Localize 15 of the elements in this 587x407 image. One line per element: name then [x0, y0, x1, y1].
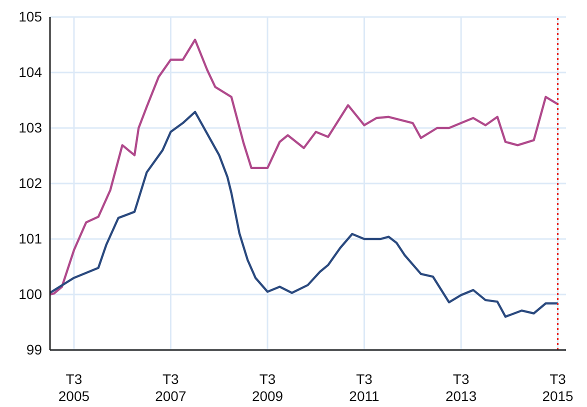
y-tick-label: 104 — [18, 64, 42, 80]
y-tick-label: 102 — [18, 174, 42, 191]
y-tick-label: 105 — [18, 8, 42, 24]
x-tick-label: T3 2011 — [349, 371, 380, 404]
y-tick-label: 100 — [18, 286, 42, 302]
y-tick-label: 101 — [18, 230, 42, 246]
y-tick-label: 99 — [26, 341, 42, 358]
x-tick-label: T3 2009 — [252, 371, 284, 404]
line-series — [48, 38, 559, 296]
x-tick-label: T3 2005 — [58, 371, 90, 404]
y-tick-label: 103 — [18, 119, 42, 136]
x-tick-label: T3 2007 — [155, 371, 186, 404]
x-tick-label: T3 2015 — [542, 371, 574, 404]
x-tick-label: T3 2013 — [446, 371, 477, 404]
line-series — [48, 110, 559, 318]
